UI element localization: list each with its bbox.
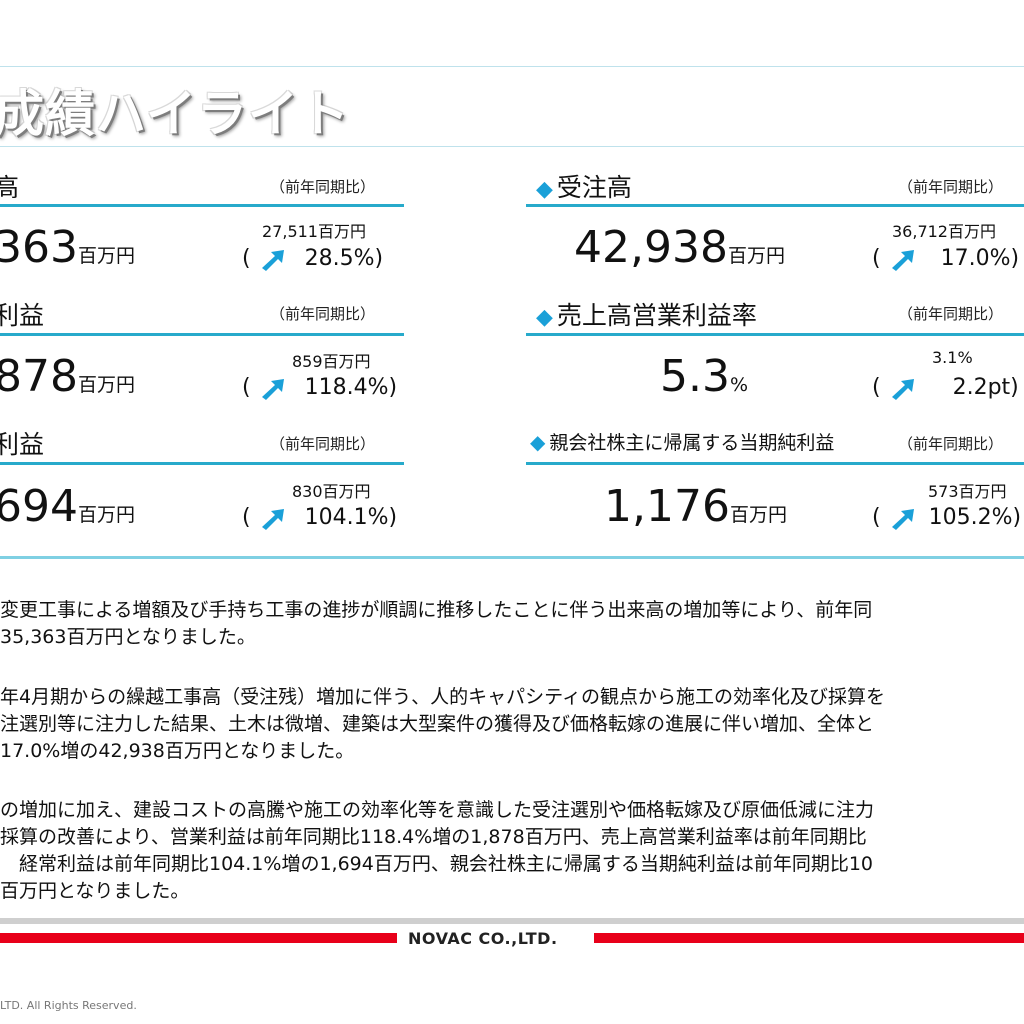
- orders-label-block: ◆ 受注高: [536, 168, 632, 204]
- ord-profit-change: 104.1%): [304, 505, 398, 530]
- sales-label: 高: [0, 173, 20, 202]
- net-profit-prev: 573百万円: [928, 482, 1007, 501]
- footer-red-line-left: [0, 933, 397, 943]
- commentary-sales-line-1: 変更工事による増額及び手持ち工事の進捗が順調に推移したことに伴う出来高の増加等に…: [0, 599, 873, 621]
- margin-unit: %: [729, 374, 749, 396]
- title-rule: [0, 146, 1024, 147]
- commentary-profit-line-4: 百万円となりました。: [0, 880, 190, 902]
- commentary-orders-line-2: 注選別等に注力した結果、土木は微増、建築は大型案件の獲得及び価格転嫁の進展に伴い…: [0, 713, 875, 735]
- margin-label-block: ◆ 売上高営業利益率: [536, 296, 757, 332]
- sales-change: 28.5%): [304, 246, 384, 271]
- net-profit-unit: 百万円: [729, 504, 787, 526]
- margin-value-block: 5.3%: [660, 351, 748, 402]
- net-profit-open-paren: (: [872, 505, 881, 530]
- ord-profit-rule: [0, 462, 404, 465]
- margin-change-block: ( 2.2pt): [872, 375, 1019, 401]
- orders-open-paren: (: [872, 246, 881, 271]
- up-right-arrow-icon: [891, 250, 914, 271]
- ord-profit-change-block: ( 104.1%): [242, 505, 397, 531]
- up-right-arrow-icon: [891, 509, 914, 530]
- op-profit-unit: 百万円: [77, 374, 135, 396]
- commentary-sales-line-2: 35,363百万円となりました。: [0, 626, 256, 648]
- orders-value-block: 42,938百万円: [574, 222, 785, 273]
- commentary-profit-line-2: 採算の改善により、営業利益は前年同期比118.4%増の1,878百万円、売上高営…: [0, 826, 867, 848]
- margin-open-paren: (: [872, 375, 881, 400]
- net-profit-rule: [526, 462, 1024, 465]
- commentary-orders-line-3: 17.0%増の42,938百万円となりました。: [0, 740, 355, 762]
- ord-profit-yoy-label: （前年同期比）: [270, 435, 376, 453]
- net-profit-yoy-label: （前年同期比）: [898, 435, 1004, 453]
- op-profit-open-paren: (: [242, 375, 251, 400]
- up-right-arrow-icon: [261, 250, 284, 271]
- net-profit-label: 親会社株主に帰属する当期純利益: [549, 432, 835, 454]
- op-profit-value-block: 878百万円: [0, 351, 135, 402]
- ord-profit-label: 利益: [0, 430, 45, 459]
- orders-unit: 百万円: [727, 245, 785, 267]
- commentary-profit-line-1: の増加に加え、建設コストの高騰や施工の効率化等を意識した受注選別や価格転嫁及び原…: [0, 799, 875, 821]
- net-profit-value-block: 1,176百万円: [604, 481, 787, 532]
- ord-profit-open-paren: (: [242, 505, 251, 530]
- up-right-arrow-icon: [261, 379, 284, 400]
- up-right-arrow-icon: [891, 379, 914, 400]
- net-profit-change: 105.2%): [928, 505, 1022, 530]
- commentary-orders-line-1: 年4月期からの繰越工事高（受注残）増加に伴う、人的キャパシティの観点から施工の効…: [0, 686, 885, 708]
- op-profit-rule: [0, 333, 404, 336]
- margin-prev: 3.1%: [932, 348, 973, 367]
- sales-rule: [0, 204, 404, 207]
- orders-yoy-label: （前年同期比）: [898, 178, 1004, 196]
- section-bottom-rule: [0, 556, 1024, 559]
- op-profit-yoy-label: （前年同期比）: [270, 305, 376, 323]
- diamond-bullet-icon: ◆: [536, 177, 553, 202]
- orders-change: 17.0%): [940, 246, 1020, 271]
- margin-label: 売上高営業利益率: [556, 301, 757, 330]
- sales-unit: 百万円: [77, 245, 135, 267]
- sales-value: 363: [0, 222, 78, 273]
- net-profit-change-block: ( 105.2%): [872, 505, 1021, 531]
- ord-profit-unit: 百万円: [77, 504, 135, 526]
- sales-open-paren: (: [242, 246, 251, 271]
- ord-profit-value-block: 694百万円: [0, 481, 135, 532]
- sales-change-block: ( 28.5%): [242, 246, 383, 272]
- op-profit-change-block: ( 118.4%): [242, 375, 397, 401]
- diamond-bullet-icon: ◆: [536, 305, 553, 330]
- ord-profit-value: 694: [0, 481, 78, 532]
- sales-yoy-label: （前年同期比）: [270, 178, 376, 196]
- copyright: LTD. All Rights Reserved.: [0, 999, 137, 1012]
- diamond-bullet-icon: ◆: [530, 430, 546, 454]
- margin-yoy-label: （前年同期比）: [898, 305, 1004, 323]
- sales-prev: 27,511百万円: [262, 222, 366, 241]
- op-profit-label: 利益: [0, 301, 45, 330]
- op-profit-prev: 859百万円: [292, 352, 371, 371]
- orders-value: 42,938: [574, 222, 728, 273]
- company-name: NOVAC CO.,LTD.: [408, 929, 558, 948]
- margin-change: 2.2pt): [952, 375, 1019, 400]
- footer-red-line-right: [594, 933, 1024, 943]
- sales-value-block: 363百万円: [0, 222, 135, 273]
- op-profit-value: 878: [0, 351, 78, 402]
- up-right-arrow-icon: [261, 509, 284, 530]
- margin-rule: [526, 333, 1024, 336]
- ord-profit-prev: 830百万円: [292, 482, 371, 501]
- orders-prev: 36,712百万円: [892, 222, 996, 241]
- footer-gray-band: [0, 918, 1024, 924]
- margin-value: 5.3: [660, 351, 730, 402]
- orders-change-block: ( 17.0%): [872, 246, 1019, 272]
- top-rule: [0, 66, 1024, 67]
- net-profit-value: 1,176: [604, 481, 730, 532]
- commentary-profit-line-3: 経常利益は前年同期比104.1%増の1,694百万円、親会社株主に帰属する当期純…: [0, 853, 874, 875]
- orders-label: 受注高: [556, 173, 632, 202]
- net-profit-label-block: ◆ 親会社株主に帰属する当期純利益: [530, 428, 834, 455]
- slide-title: 成績ハイライト: [0, 85, 350, 143]
- op-profit-change: 118.4%): [304, 375, 398, 400]
- orders-rule: [526, 204, 1024, 207]
